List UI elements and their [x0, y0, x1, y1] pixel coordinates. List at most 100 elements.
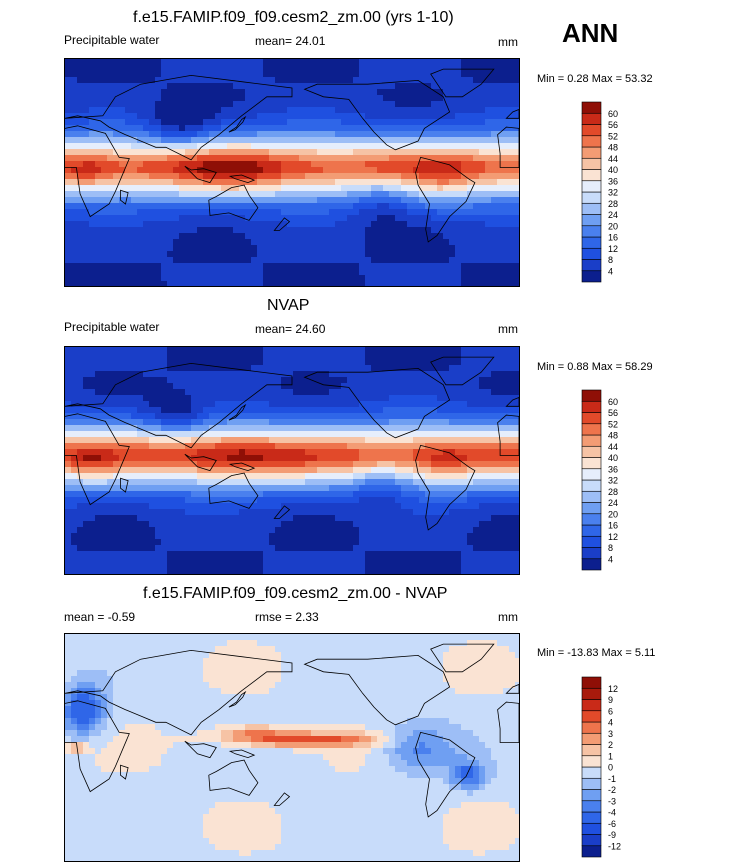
- field-cell: [305, 491, 312, 498]
- field-cell: [113, 245, 120, 252]
- field-cell: [515, 101, 519, 108]
- field-cell: [461, 167, 468, 174]
- field-cell: [419, 125, 426, 132]
- field-cell: [419, 143, 426, 150]
- field-cell: [155, 437, 162, 444]
- field-cell: [251, 437, 258, 444]
- field-cell: [461, 119, 468, 126]
- field-cell: [443, 257, 450, 264]
- field-cell: [479, 209, 486, 216]
- field-cell: [329, 431, 336, 438]
- field-cell: [101, 371, 108, 378]
- field-cell: [317, 161, 324, 168]
- field-cell: [125, 185, 132, 192]
- field-cell: [275, 101, 282, 108]
- field-cell: [71, 413, 78, 420]
- field-cell: [149, 107, 156, 114]
- field-cell: [473, 185, 480, 192]
- field-cell: [65, 371, 72, 378]
- field-cell: [281, 221, 288, 228]
- field-cell: [143, 203, 150, 210]
- field-cell: [371, 365, 378, 372]
- field-cell: [341, 59, 348, 66]
- field-cell: [89, 281, 96, 286]
- field-cell: [143, 425, 150, 432]
- field-cell: [365, 203, 372, 210]
- colorbar-tick-label: 4: [608, 266, 613, 276]
- field-cell: [491, 113, 498, 120]
- field-cell: [65, 377, 72, 384]
- field-cell: [329, 491, 336, 498]
- field-cell: [131, 239, 138, 246]
- field-cell: [449, 353, 456, 360]
- field-cell: [383, 125, 390, 132]
- field-cell: [347, 479, 354, 486]
- field-cell: [221, 365, 228, 372]
- field-cell: [491, 95, 498, 102]
- field-cell: [293, 437, 300, 444]
- field-cell: [485, 251, 492, 258]
- field-cell: [473, 89, 480, 96]
- field-cell: [197, 131, 204, 138]
- field-cell: [275, 269, 282, 276]
- field-cell: [509, 461, 516, 468]
- field-cell: [395, 263, 402, 270]
- field-cell: [107, 239, 114, 246]
- field-cell: [311, 347, 318, 354]
- field-cell: [107, 167, 114, 174]
- field-cell: [167, 77, 174, 84]
- field-cell: [443, 461, 450, 468]
- field-cell: [311, 449, 318, 456]
- field-cell: [347, 503, 354, 510]
- field-cell: [203, 437, 210, 444]
- field-cell: [365, 389, 372, 396]
- field-cell: [509, 359, 516, 366]
- field-cell: [455, 257, 462, 264]
- field-cell: [431, 359, 438, 366]
- field-cell: [269, 437, 276, 444]
- field-cell: [281, 173, 288, 180]
- field-cell: [293, 491, 300, 498]
- field-cell: [425, 257, 432, 264]
- field-cell: [473, 167, 480, 174]
- field-cell: [233, 347, 240, 354]
- field-cell: [353, 461, 360, 468]
- field-cell: [383, 71, 390, 78]
- field-cell: [101, 497, 108, 504]
- field-cell: [251, 239, 258, 246]
- field-cell: [473, 371, 480, 378]
- field-cell: [329, 227, 336, 234]
- field-cell: [425, 179, 432, 186]
- field-cell: [377, 389, 384, 396]
- field-cell: [95, 431, 102, 438]
- field-cell: [143, 215, 150, 222]
- field-cell: [209, 371, 216, 378]
- field-cell: [173, 251, 180, 258]
- field-cell: [281, 353, 288, 360]
- field-cell: [431, 443, 438, 450]
- field-cell: [137, 353, 144, 360]
- field-cell: [443, 149, 450, 156]
- field-cell: [77, 239, 84, 246]
- field-cell: [221, 179, 228, 186]
- field-cell: [413, 467, 420, 474]
- field-cell: [431, 353, 438, 360]
- field-cell: [119, 425, 126, 432]
- field-cell: [491, 443, 498, 450]
- field-cell: [269, 71, 276, 78]
- field-cell: [137, 245, 144, 252]
- field-cell: [365, 59, 372, 66]
- field-cell: [347, 197, 354, 204]
- field-cell: [401, 77, 408, 84]
- field-cell: [197, 209, 204, 216]
- field-cell: [137, 431, 144, 438]
- field-cell: [203, 245, 210, 252]
- field-cell: [77, 383, 84, 390]
- field-cell: [191, 161, 198, 168]
- field-cell: [77, 269, 84, 276]
- field-cell: [323, 251, 330, 258]
- field-cell: [389, 221, 396, 228]
- field-cell: [215, 437, 222, 444]
- field-cell: [437, 89, 444, 96]
- field-cell: [425, 491, 432, 498]
